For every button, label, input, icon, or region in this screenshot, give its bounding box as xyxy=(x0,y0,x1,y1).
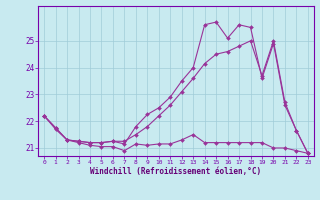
X-axis label: Windchill (Refroidissement éolien,°C): Windchill (Refroidissement éolien,°C) xyxy=(91,167,261,176)
